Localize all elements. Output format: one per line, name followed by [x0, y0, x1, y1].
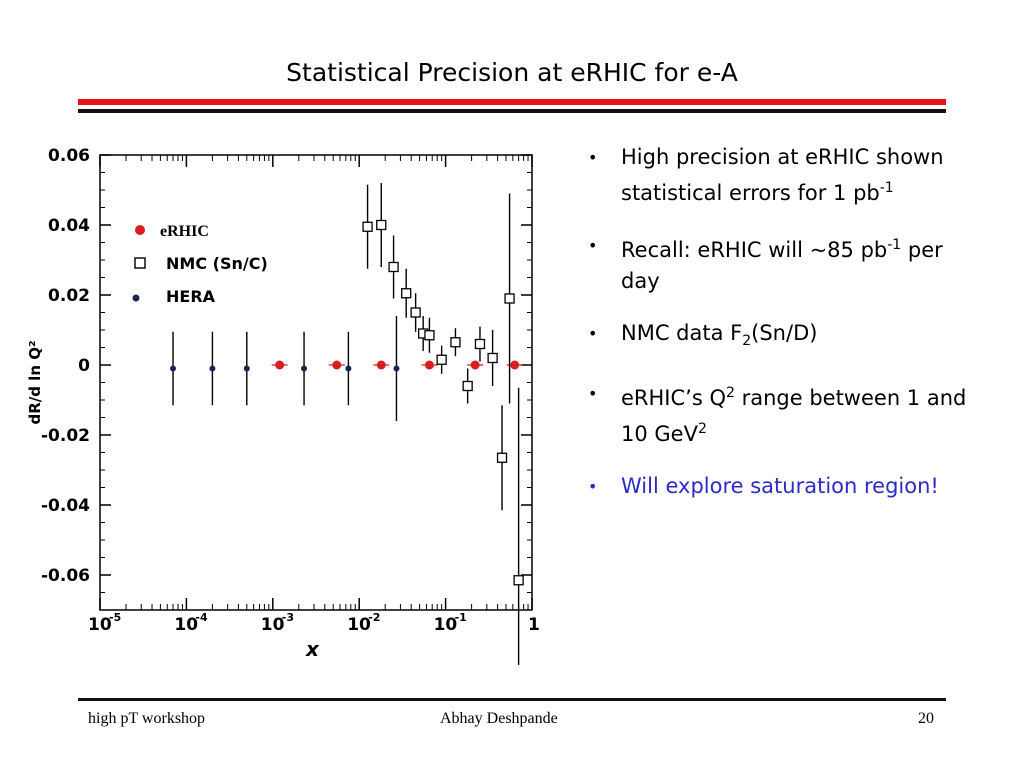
- bullet-dot-icon: •: [588, 384, 598, 404]
- x-tick-label: 1: [528, 615, 540, 635]
- y-tick-label: -0.04: [41, 496, 90, 516]
- y-tick-label: -0.02: [41, 426, 90, 446]
- y-tick-label: 0.02: [48, 286, 90, 306]
- nmc-point: [496, 452, 508, 463]
- x-tick-exponent: -3: [282, 611, 294, 624]
- footer-left: high pT workshop: [88, 710, 206, 727]
- chart-background: [0, 140, 560, 665]
- nmc-point: [513, 575, 524, 586]
- nmc-point: [401, 288, 412, 299]
- bullet-dot-icon: •: [588, 324, 598, 343]
- x-tick-label: 10: [88, 615, 112, 635]
- bullet-item: • Will explore saturation region!: [588, 471, 988, 502]
- erhic-point: [376, 360, 386, 370]
- bullet-text: (Sn/D): [751, 321, 818, 345]
- nmc-point: [504, 293, 515, 304]
- erhic-point: [510, 360, 520, 370]
- footer-rule: [78, 698, 946, 701]
- bullet-list: • High precision at eRHIC shown statistic…: [588, 142, 988, 523]
- legend-hera-swatch: [132, 294, 140, 302]
- nmc-point: [450, 337, 461, 348]
- x-tick-exponent: -4: [195, 611, 208, 624]
- x-tick-label: 10: [434, 615, 458, 635]
- x-tick-label: 10: [347, 615, 371, 635]
- title-rule-black: [78, 109, 946, 113]
- erhic-point: [470, 360, 480, 370]
- bullet-text: High precision at eRHIC shown statistica…: [621, 145, 944, 205]
- bullet-text: -1: [887, 237, 902, 253]
- bullet-item: • High precision at eRHIC shown statistic…: [588, 142, 988, 209]
- legend-erhic-swatch: [135, 225, 145, 235]
- y-axis-label: dR/d ln Q²: [26, 340, 44, 424]
- x-axis-label: x: [305, 637, 320, 661]
- x-tick-exponent: -2: [368, 611, 380, 624]
- y-tick-label: 0.06: [48, 146, 90, 166]
- slide-title: Statistical Precision at eRHIC for e-A: [286, 58, 738, 87]
- bullet-text: 2: [742, 333, 752, 350]
- bullet-item: • eRHIC’s Q2 range between 1 and 10 GeV2: [588, 378, 988, 450]
- bullet-dot-icon: •: [588, 236, 598, 255]
- bullet-text: Will explore saturation region!: [621, 474, 939, 499]
- hera-point: [243, 365, 250, 372]
- hera-point: [301, 365, 308, 372]
- nmc-point: [462, 380, 473, 392]
- hera-point: [345, 365, 352, 372]
- bullet-text: range between 1 and 10 GeV: [621, 386, 967, 447]
- nmc-point: [424, 330, 435, 341]
- x-tick-label: 10: [261, 615, 285, 635]
- chart: 10-5 10-4 10-3 10-2 10-1 10.060.040.020-0.02-…: [0, 140, 560, 665]
- bullet-text: 2: [697, 421, 707, 438]
- legend-label: eRHIC: [160, 223, 209, 240]
- bullet-text: NMC data F: [621, 321, 743, 345]
- nmc-point: [487, 352, 498, 364]
- legend-nmc-swatch: [134, 257, 146, 269]
- bullet-item: • NMC data F2(Sn/D): [588, 318, 988, 357]
- x-tick-exponent: -1: [455, 611, 467, 624]
- bullet-item: • Recall: eRHIC will ~85 pb-1 per day: [588, 230, 988, 297]
- nmc-point: [410, 307, 421, 318]
- erhic-point: [424, 360, 434, 370]
- x-tick-exponent: -5: [109, 611, 121, 624]
- title-rule-red: [78, 99, 946, 105]
- hera-point: [170, 365, 177, 372]
- hera-point: [209, 365, 216, 372]
- x-tick-label: 10: [174, 615, 198, 635]
- bullet-dot-icon: •: [588, 477, 598, 497]
- footer-center: Abhay Deshpande: [440, 710, 558, 727]
- legend-label: HERA: [166, 287, 216, 306]
- bullet-text: Recall: eRHIC will ~85 pb: [621, 238, 888, 262]
- bullet-text: per day: [621, 238, 943, 293]
- hera-point: [393, 365, 400, 372]
- nmc-point: [436, 354, 447, 365]
- y-tick-label: 0: [78, 356, 90, 376]
- y-tick-label: 0.04: [48, 216, 90, 236]
- nmc-point: [388, 261, 399, 273]
- erhic-point: [275, 360, 285, 370]
- erhic-point: [332, 360, 342, 370]
- legend-label: NMC (Sn/C): [166, 254, 268, 273]
- nmc-point: [376, 219, 387, 231]
- nmc-point: [362, 221, 373, 232]
- footer-page-number: 20: [918, 710, 934, 727]
- nmc-point: [474, 338, 486, 350]
- bullet-text: -1: [879, 180, 894, 196]
- y-tick-label: -0.06: [41, 566, 90, 586]
- bullet-text: 2: [725, 385, 735, 402]
- bullet-dot-icon: •: [588, 148, 598, 167]
- bullet-text: eRHIC’s Q: [621, 386, 726, 411]
